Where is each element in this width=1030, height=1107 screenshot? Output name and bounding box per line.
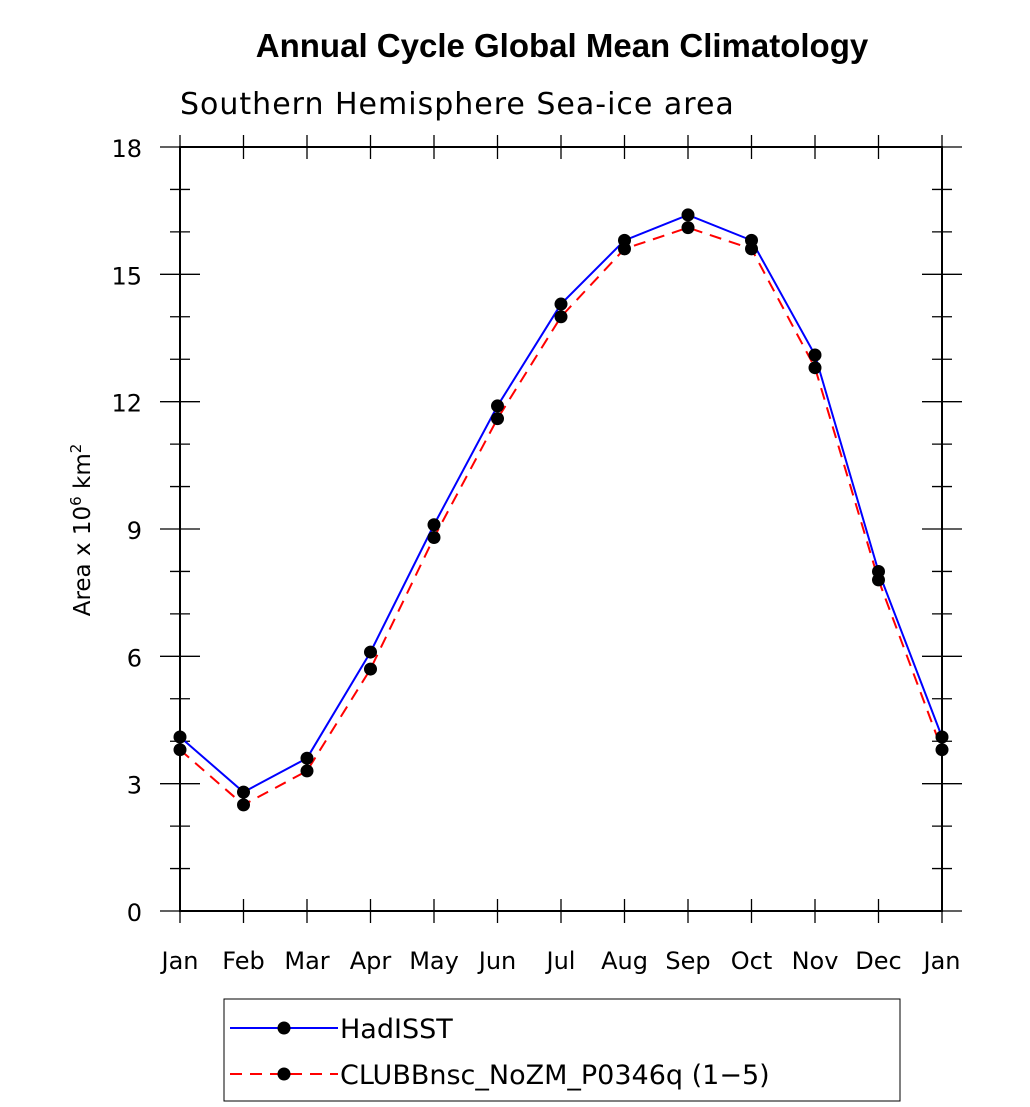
ylabel-exp-1: 6 bbox=[67, 496, 85, 506]
ylabel-mid: km bbox=[70, 453, 96, 496]
data-point-series-0 bbox=[237, 785, 250, 799]
data-point-series-1 bbox=[745, 242, 758, 256]
data-point-series-1 bbox=[427, 530, 441, 544]
data-point-series-1 bbox=[618, 242, 631, 256]
x-tick-label: Nov bbox=[792, 947, 839, 975]
data-point-series-1 bbox=[872, 573, 885, 587]
data-point-series-0 bbox=[935, 730, 949, 744]
data-point-series-1 bbox=[681, 221, 695, 235]
y-tick-labels: 0 3 6 9 12 15 18 bbox=[111, 135, 142, 927]
x-axis-ticks bbox=[179, 135, 943, 923]
legend-marker-clubb bbox=[277, 1067, 291, 1081]
y-tick-label: 9 bbox=[127, 517, 142, 545]
legend-marker-hadisst bbox=[277, 1021, 291, 1035]
data-point-series-1 bbox=[554, 310, 568, 324]
x-tick-label: Jan bbox=[160, 947, 199, 975]
y-axis-label: Area x 106 km2 bbox=[67, 444, 96, 617]
y-tick-label: 18 bbox=[111, 135, 142, 163]
data-point-series-0 bbox=[364, 645, 377, 659]
data-point-series-1 bbox=[237, 798, 250, 812]
x-tick-label: Jun bbox=[477, 947, 517, 975]
data-point-series-1 bbox=[173, 743, 187, 757]
data-point-series-0 bbox=[491, 399, 504, 413]
x-tick-label: Mar bbox=[284, 947, 329, 975]
series-layer bbox=[173, 208, 949, 812]
x-tick-label: Dec bbox=[855, 947, 901, 975]
x-tick-label: May bbox=[409, 947, 459, 975]
x-tick-label: Sep bbox=[665, 947, 710, 975]
legend: HadISST CLUBBnsc_NoZM_P0346q (1−5) bbox=[223, 998, 901, 1102]
plot-frame bbox=[179, 146, 943, 912]
data-point-series-0 bbox=[808, 348, 822, 362]
x-tick-label: Jul bbox=[545, 947, 576, 975]
data-point-series-1 bbox=[300, 764, 314, 778]
data-point-series-0 bbox=[173, 730, 187, 744]
y-axis-ticks bbox=[160, 146, 962, 912]
legend-label-clubb: CLUBBnsc_NoZM_P0346q (1−5) bbox=[340, 1060, 770, 1091]
chart-title: Annual Cycle Global Mean Climatology bbox=[256, 27, 869, 64]
data-point-series-1 bbox=[808, 361, 822, 375]
legend-box bbox=[223, 998, 901, 1102]
legend-label-hadisst: HadISST bbox=[340, 1014, 453, 1045]
data-point-series-0 bbox=[554, 297, 568, 311]
x-tick-label: Oct bbox=[731, 947, 773, 975]
data-point-series-0 bbox=[681, 208, 695, 222]
data-point-series-1 bbox=[491, 412, 504, 426]
y-tick-label: 12 bbox=[111, 390, 142, 418]
x-tick-labels: Jan Feb Mar Apr May Jun Jul Aug Sep Oct Nov Dec Jan bbox=[160, 947, 961, 975]
y-tick-label: 0 bbox=[127, 899, 142, 927]
data-point-series-0 bbox=[300, 751, 314, 765]
x-tick-label: Aug bbox=[601, 947, 648, 975]
y-tick-label: 15 bbox=[111, 262, 142, 290]
data-point-series-1 bbox=[364, 662, 377, 676]
data-point-series-0 bbox=[427, 518, 441, 532]
ylabel-prefix: Area x 10 bbox=[70, 506, 96, 616]
chart-subtitle: Southern Hemisphere Sea-ice area bbox=[180, 87, 735, 122]
x-tick-label: Jan bbox=[922, 947, 961, 975]
x-tick-label: Feb bbox=[222, 947, 265, 975]
y-tick-label: 3 bbox=[127, 772, 142, 800]
y-tick-label: 6 bbox=[127, 644, 142, 672]
ylabel-exp-2: 2 bbox=[67, 444, 85, 454]
x-tick-label: Apr bbox=[350, 947, 392, 975]
data-point-series-1 bbox=[935, 743, 949, 757]
